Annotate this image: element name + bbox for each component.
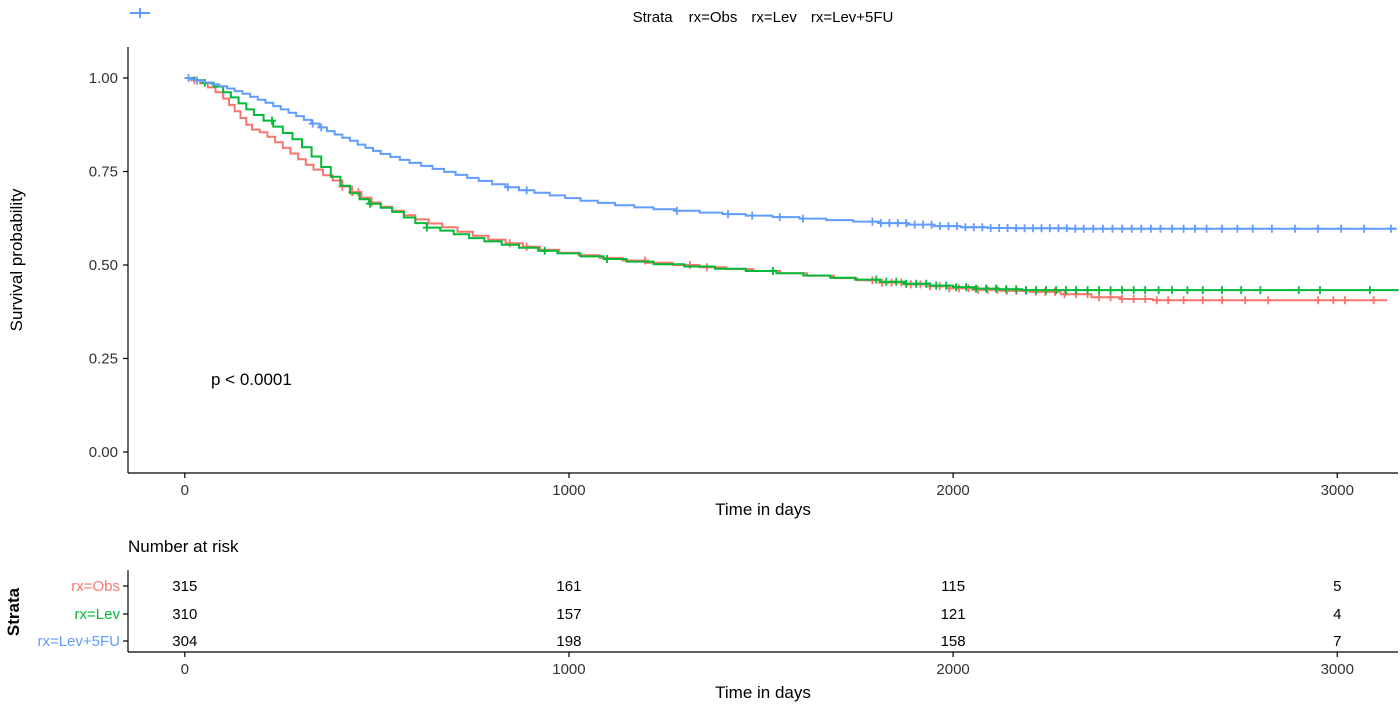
- y-tick-label: 0.50: [89, 257, 118, 274]
- risk-x-tick-label: 3000: [1321, 661, 1354, 678]
- risk-x-tick-label: 0: [181, 661, 189, 678]
- x-tick-label: 0: [181, 482, 189, 499]
- risk-table-x-axis-title: Time in days: [715, 683, 811, 702]
- legend-item-label: rx=Obs: [688, 8, 738, 26]
- risk-x-tick-label: 1000: [552, 661, 585, 678]
- risk-row-label-rx=Lev+5FU: rx=Lev+5FU: [37, 633, 120, 650]
- y-tick-label: 1.00: [89, 70, 118, 87]
- risk-count: 5: [1333, 578, 1341, 595]
- x-tick-label: 2000: [936, 482, 969, 499]
- x-tick-label: 1000: [552, 482, 585, 499]
- x-tick-label: 3000: [1321, 482, 1354, 499]
- p-value-annotation: p < 0.0001: [211, 370, 292, 389]
- censor-marks-rx=Lev+5FU: [184, 74, 1395, 233]
- legend-items: rx=Obs rx=Lev rx=Lev+5FU: [130, 8, 894, 26]
- km-curve-rx=Lev: [184, 77, 1399, 292]
- legend-item-label: rx=Lev+5FU: [810, 8, 894, 26]
- risk-count: 315: [172, 578, 197, 595]
- risk-row-label-rx=Lev: rx=Lev: [75, 606, 121, 623]
- km-curve-rx=Obs: [184, 77, 1388, 302]
- risk-count: 304: [172, 633, 197, 650]
- legend-item-rx=Lev+5FU: rx=Lev+5FU: [130, 8, 894, 26]
- risk-row-label-rx=Obs: rx=Obs: [71, 578, 120, 595]
- risk-count: 115: [941, 578, 965, 595]
- legend: Strata rx=Obs rx=Lev rx=Lev+5FU: [128, 5, 1398, 29]
- risk-count: 121: [941, 606, 966, 623]
- risk-count: 198: [556, 633, 581, 650]
- legend-title: Strata: [632, 8, 673, 26]
- risk-count: 310: [172, 606, 197, 623]
- risk-count: 4: [1333, 606, 1341, 623]
- legend-item-label: rx=Lev: [751, 8, 797, 26]
- x-axis-title: Time in days: [715, 500, 811, 519]
- risk-count: 158: [941, 633, 966, 650]
- legend-key-icon: [130, 8, 150, 18]
- risk-table-title: Number at risk: [128, 537, 239, 556]
- censor-marks-rx=Lev: [200, 78, 1374, 295]
- risk-table-y-axis-title: Strata: [4, 587, 23, 637]
- risk-count: 7: [1333, 633, 1341, 650]
- y-tick-label: 0.25: [89, 351, 118, 368]
- y-tick-label: 0.00: [89, 444, 118, 461]
- censor-marks-rx=Obs: [190, 76, 1378, 305]
- risk-count: 157: [556, 606, 581, 623]
- risk-count: 161: [556, 578, 581, 595]
- km-curve-rx=Lev+5FU: [184, 77, 1397, 230]
- y-tick-label: 0.75: [89, 164, 118, 181]
- risk-x-tick-label: 2000: [936, 661, 969, 678]
- y-axis-title: Survival probability: [7, 188, 26, 332]
